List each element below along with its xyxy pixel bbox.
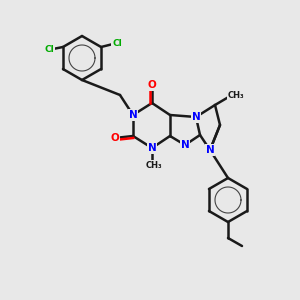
Text: N: N [206, 145, 214, 155]
Text: Cl: Cl [112, 40, 122, 49]
Text: N: N [148, 143, 156, 153]
Text: N: N [192, 112, 200, 122]
Text: O: O [148, 80, 156, 90]
Text: O: O [111, 133, 119, 143]
Text: N: N [129, 110, 137, 120]
Text: Cl: Cl [44, 44, 54, 53]
Text: CH₃: CH₃ [146, 160, 162, 169]
Text: N: N [181, 140, 189, 150]
Text: CH₃: CH₃ [228, 91, 244, 100]
